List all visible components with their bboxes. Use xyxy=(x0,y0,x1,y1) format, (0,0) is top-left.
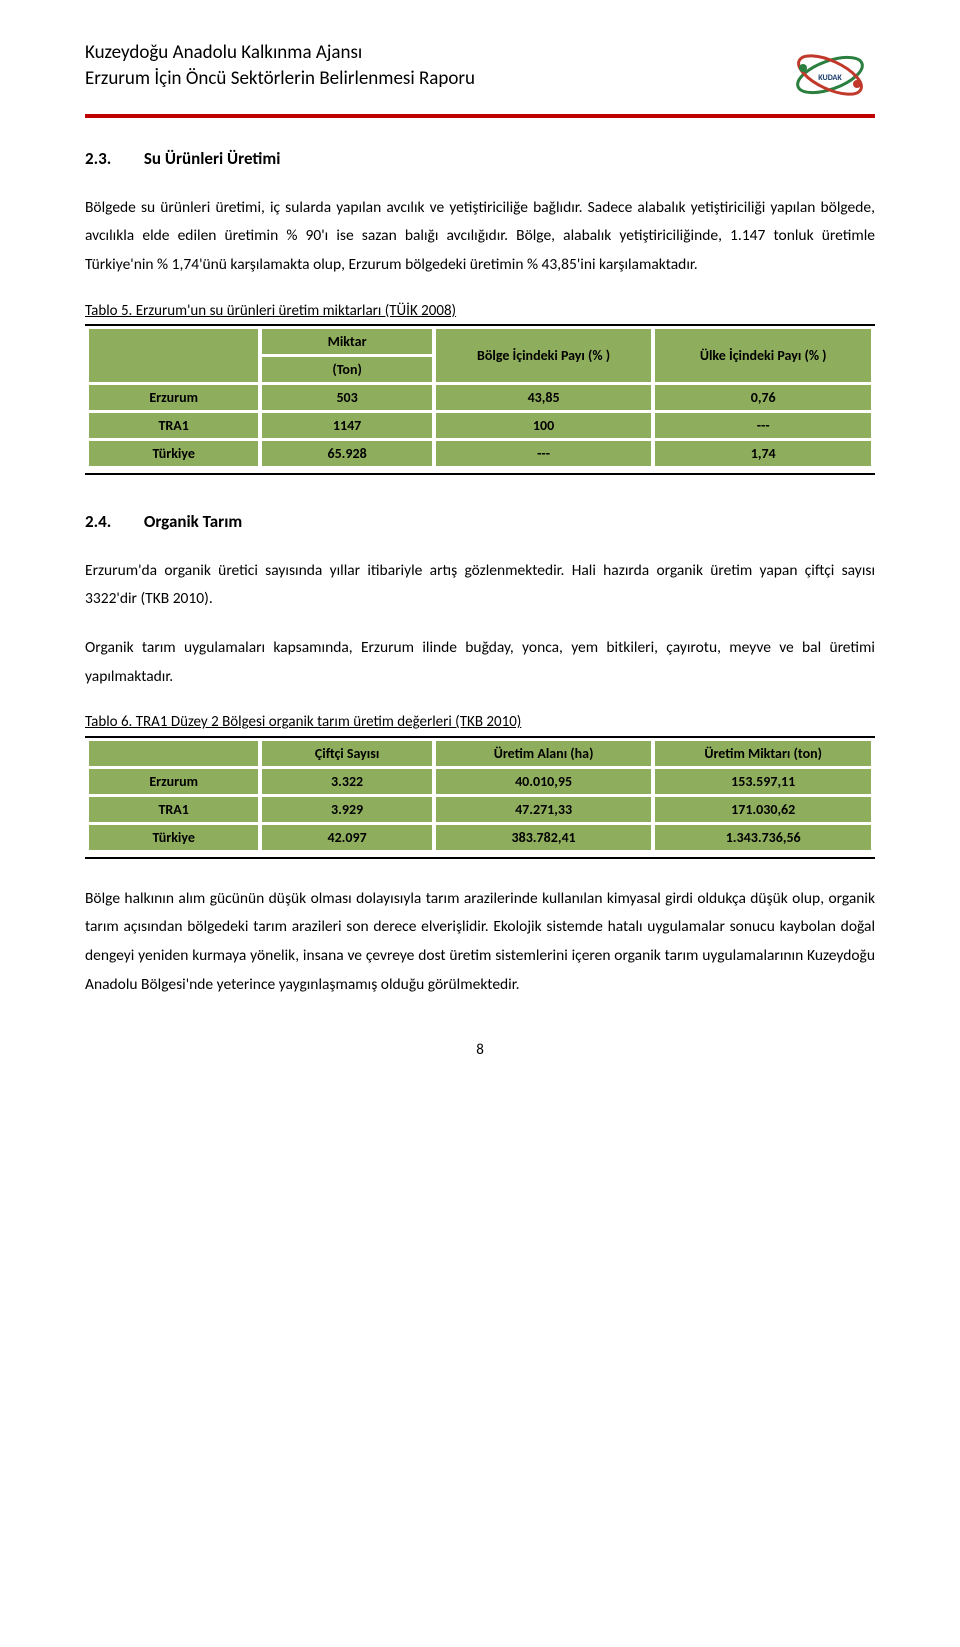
closing-para: Bölge halkının alım gücünün düşük olması… xyxy=(85,885,875,1000)
col-ciftci: Çiftçi Sayısı xyxy=(262,741,431,766)
table-row: TRA1 1147 100 --- xyxy=(89,413,871,438)
section-2-4-para2: Organik tarım uygulamaları kapsamında, E… xyxy=(85,634,875,691)
cell: 503 xyxy=(262,385,431,410)
table5-wrap: Miktar Bölge İçindeki Payı (% ) Ülke İçi… xyxy=(85,324,875,475)
cell: 3.322 xyxy=(262,769,431,794)
cell: 383.782,41 xyxy=(436,825,652,850)
header-text-block: Kuzeydoğu Anadolu Kalkınma Ajansı Erzuru… xyxy=(85,40,475,91)
cell: --- xyxy=(655,413,871,438)
section-2-3-para: Bölgede su ürünleri üretimi, iç sularda … xyxy=(85,194,875,280)
cell: 47.271,33 xyxy=(436,797,652,822)
section-2-3-heading: 2.3. Su Ürünleri Üretimi xyxy=(85,146,875,172)
header-report: Erzurum İçin Öncü Sektörlerin Belirlenme… xyxy=(85,66,475,92)
col-ton: (Ton) xyxy=(262,357,431,382)
cell: --- xyxy=(436,441,652,466)
logo-text: KUDAK xyxy=(818,73,842,83)
col-ulke: Ülke İçindeki Payı (% ) xyxy=(655,329,871,382)
table5-caption: Tablo 5. Erzurum'un su ürünleri üretim m… xyxy=(85,300,875,323)
cell: 3.929 xyxy=(262,797,431,822)
table-row: Türkiye 65.928 --- 1,74 xyxy=(89,441,871,466)
cell: 40.010,95 xyxy=(436,769,652,794)
col-bolge: Bölge İçindeki Payı (% ) xyxy=(436,329,652,382)
cell: 1147 xyxy=(262,413,431,438)
row-label: TRA1 xyxy=(89,413,258,438)
table5: Miktar Bölge İçindeki Payı (% ) Ülke İçi… xyxy=(85,326,875,469)
row-label: Türkiye xyxy=(89,825,258,850)
section-num: 2.4. xyxy=(85,509,140,535)
table6-wrap: Çiftçi Sayısı Üretim Alanı (ha) Üretim M… xyxy=(85,736,875,859)
section-title: Organik Tarım xyxy=(144,511,242,532)
table6: Çiftçi Sayısı Üretim Alanı (ha) Üretim M… xyxy=(85,738,875,853)
page: Kuzeydoğu Anadolu Kalkınma Ajansı Erzuru… xyxy=(0,0,960,1112)
row-label: Türkiye xyxy=(89,441,258,466)
cell: 153.597,11 xyxy=(655,769,871,794)
header-rule xyxy=(85,114,875,118)
table6-caption: Tablo 6. TRA1 Düzey 2 Bölgesi organik ta… xyxy=(85,711,875,734)
cell: 171.030,62 xyxy=(655,797,871,822)
cell: 100 xyxy=(436,413,652,438)
table-row: TRA1 3.929 47.271,33 171.030,62 xyxy=(89,797,871,822)
col-miktar: Miktar xyxy=(262,329,431,354)
section-title: Su Ürünleri Üretimi xyxy=(144,148,281,169)
header: Kuzeydoğu Anadolu Kalkınma Ajansı Erzuru… xyxy=(85,40,875,110)
row-label: TRA1 xyxy=(89,797,258,822)
header-org: Kuzeydoğu Anadolu Kalkınma Ajansı xyxy=(85,40,475,66)
cell: 0,76 xyxy=(655,385,871,410)
row-label: Erzurum xyxy=(89,769,258,794)
cell: 42.097 xyxy=(262,825,431,850)
logo: KUDAK xyxy=(785,40,875,110)
cell: 1.343.736,56 xyxy=(655,825,871,850)
page-number: 8 xyxy=(85,1039,875,1062)
section-2-4-heading: 2.4. Organik Tarım xyxy=(85,509,875,535)
cell: 43,85 xyxy=(436,385,652,410)
col-alan: Üretim Alanı (ha) xyxy=(436,741,652,766)
cell: 65.928 xyxy=(262,441,431,466)
table-row: Erzurum 503 43,85 0,76 xyxy=(89,385,871,410)
cell: 1,74 xyxy=(655,441,871,466)
row-label: Erzurum xyxy=(89,385,258,410)
table-row: Erzurum 3.322 40.010,95 153.597,11 xyxy=(89,769,871,794)
section-2-4-para1: Erzurum'da organik üretici sayısında yıl… xyxy=(85,557,875,614)
col-miktar: Üretim Miktarı (ton) xyxy=(655,741,871,766)
table-row: Türkiye 42.097 383.782,41 1.343.736,56 xyxy=(89,825,871,850)
section-num: 2.3. xyxy=(85,146,140,172)
